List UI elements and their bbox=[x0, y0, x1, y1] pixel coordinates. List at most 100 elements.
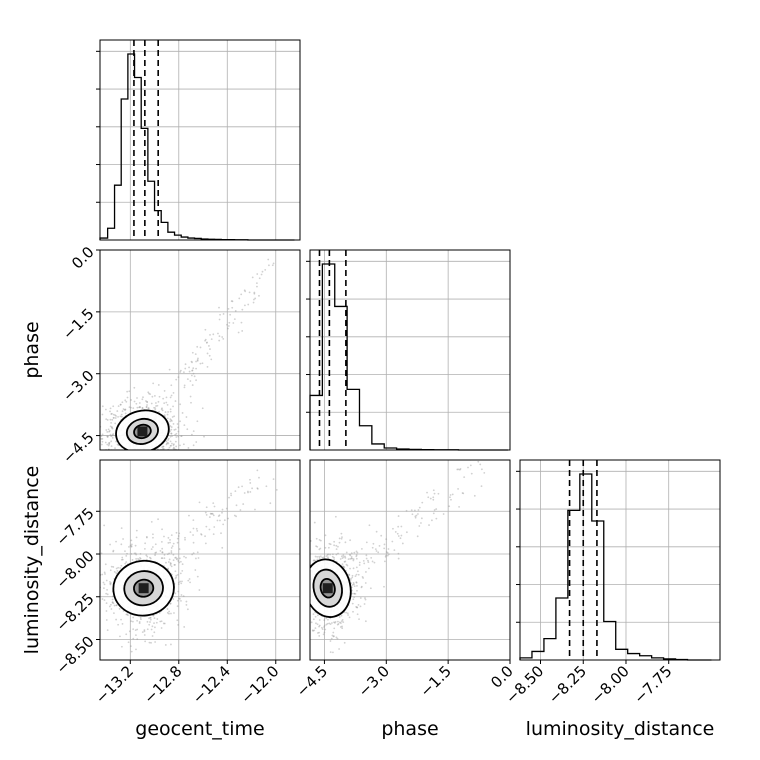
sample-point bbox=[328, 622, 331, 625]
sample-point bbox=[355, 557, 358, 560]
sample-point bbox=[365, 554, 368, 557]
sample-point bbox=[241, 308, 244, 311]
sample-point bbox=[120, 558, 123, 561]
hist-panel-phase bbox=[306, 249, 511, 451]
sample-point bbox=[241, 330, 244, 332]
sample-point bbox=[428, 524, 430, 526]
sample-point bbox=[323, 619, 326, 622]
sample-point bbox=[347, 558, 350, 561]
sample-point bbox=[168, 612, 170, 615]
sample-point bbox=[251, 276, 254, 279]
sample-point bbox=[308, 561, 310, 563]
sample-point bbox=[171, 416, 174, 418]
sample-point bbox=[141, 631, 144, 634]
sample-point bbox=[188, 370, 191, 373]
sample-point bbox=[103, 599, 106, 602]
x-tick-label: −3.0 bbox=[355, 662, 393, 700]
sample-point bbox=[354, 592, 357, 595]
sample-point bbox=[157, 400, 160, 403]
sample-point bbox=[163, 390, 166, 392]
sample-point bbox=[368, 524, 371, 527]
sample-point bbox=[176, 605, 179, 608]
x-tick-label: −12.8 bbox=[140, 662, 185, 707]
sample-point bbox=[120, 455, 122, 457]
sample-point bbox=[182, 595, 185, 598]
sample-point bbox=[339, 622, 342, 624]
sample-point bbox=[126, 552, 128, 555]
sample-point bbox=[167, 439, 169, 441]
sample-point bbox=[298, 564, 300, 566]
sample-point bbox=[127, 464, 129, 466]
sample-point bbox=[333, 544, 336, 547]
sample-point bbox=[101, 440, 104, 443]
sample-point bbox=[125, 453, 127, 455]
sample-point bbox=[247, 490, 249, 493]
sample-point bbox=[121, 415, 123, 418]
sample-point bbox=[121, 401, 124, 404]
x-axis-luminosity_distance: −8.50−8.25−8.00−7.75 bbox=[502, 660, 676, 707]
sample-point bbox=[342, 565, 345, 568]
sample-point bbox=[221, 546, 224, 549]
sample-point bbox=[199, 346, 202, 349]
sample-point bbox=[113, 604, 116, 607]
sample-point bbox=[179, 572, 182, 575]
sample-point bbox=[386, 551, 389, 554]
sample-point bbox=[329, 651, 332, 654]
sample-point bbox=[340, 555, 343, 558]
sample-point bbox=[178, 548, 181, 550]
sample-point bbox=[139, 557, 142, 560]
sample-point bbox=[178, 561, 181, 564]
sample-point bbox=[304, 563, 306, 565]
sample-point bbox=[181, 580, 183, 583]
sample-point bbox=[124, 408, 127, 411]
sample-point bbox=[147, 407, 150, 410]
sample-point bbox=[147, 407, 150, 410]
sample-point bbox=[365, 557, 368, 560]
sample-point bbox=[342, 565, 345, 568]
sample-point bbox=[323, 626, 325, 628]
sample-point bbox=[325, 617, 328, 620]
sample-point bbox=[174, 400, 177, 402]
sample-point bbox=[377, 551, 380, 554]
sample-point bbox=[131, 620, 134, 623]
sample-point bbox=[305, 513, 307, 515]
sample-point bbox=[176, 537, 179, 540]
sample-point bbox=[114, 422, 117, 425]
sample-point bbox=[160, 627, 163, 629]
sample-point bbox=[188, 578, 191, 580]
sample-point bbox=[294, 626, 296, 628]
sample-point bbox=[119, 415, 122, 418]
sample-point bbox=[360, 585, 363, 588]
sample-point bbox=[218, 306, 220, 309]
sample-point bbox=[158, 395, 161, 398]
sample-point bbox=[105, 619, 108, 621]
sample-point bbox=[354, 575, 357, 578]
sample-point bbox=[228, 321, 231, 324]
sample-point bbox=[222, 523, 225, 526]
sample-point bbox=[117, 455, 119, 457]
sample-point bbox=[337, 552, 339, 555]
sample-point bbox=[291, 582, 293, 584]
sample-point bbox=[146, 401, 149, 404]
sample-point bbox=[414, 515, 417, 518]
sample-point bbox=[269, 502, 272, 505]
sample-point bbox=[115, 572, 118, 574]
sample-point bbox=[110, 435, 113, 437]
sample-point bbox=[298, 565, 300, 567]
sample-point bbox=[333, 621, 335, 624]
sample-point bbox=[294, 589, 296, 591]
sample-point bbox=[322, 556, 325, 559]
sample-point bbox=[100, 435, 103, 437]
sample-point bbox=[320, 626, 323, 629]
sample-point bbox=[312, 630, 314, 632]
sample-point bbox=[115, 618, 118, 621]
sample-point bbox=[178, 557, 181, 560]
sample-point bbox=[155, 551, 158, 554]
sample-point bbox=[331, 553, 334, 556]
hist-bar bbox=[628, 654, 640, 660]
sample-point bbox=[226, 323, 228, 326]
sample-point bbox=[160, 557, 163, 559]
sample-point bbox=[179, 371, 182, 373]
sample-point bbox=[169, 440, 172, 443]
sample-point bbox=[318, 555, 321, 558]
